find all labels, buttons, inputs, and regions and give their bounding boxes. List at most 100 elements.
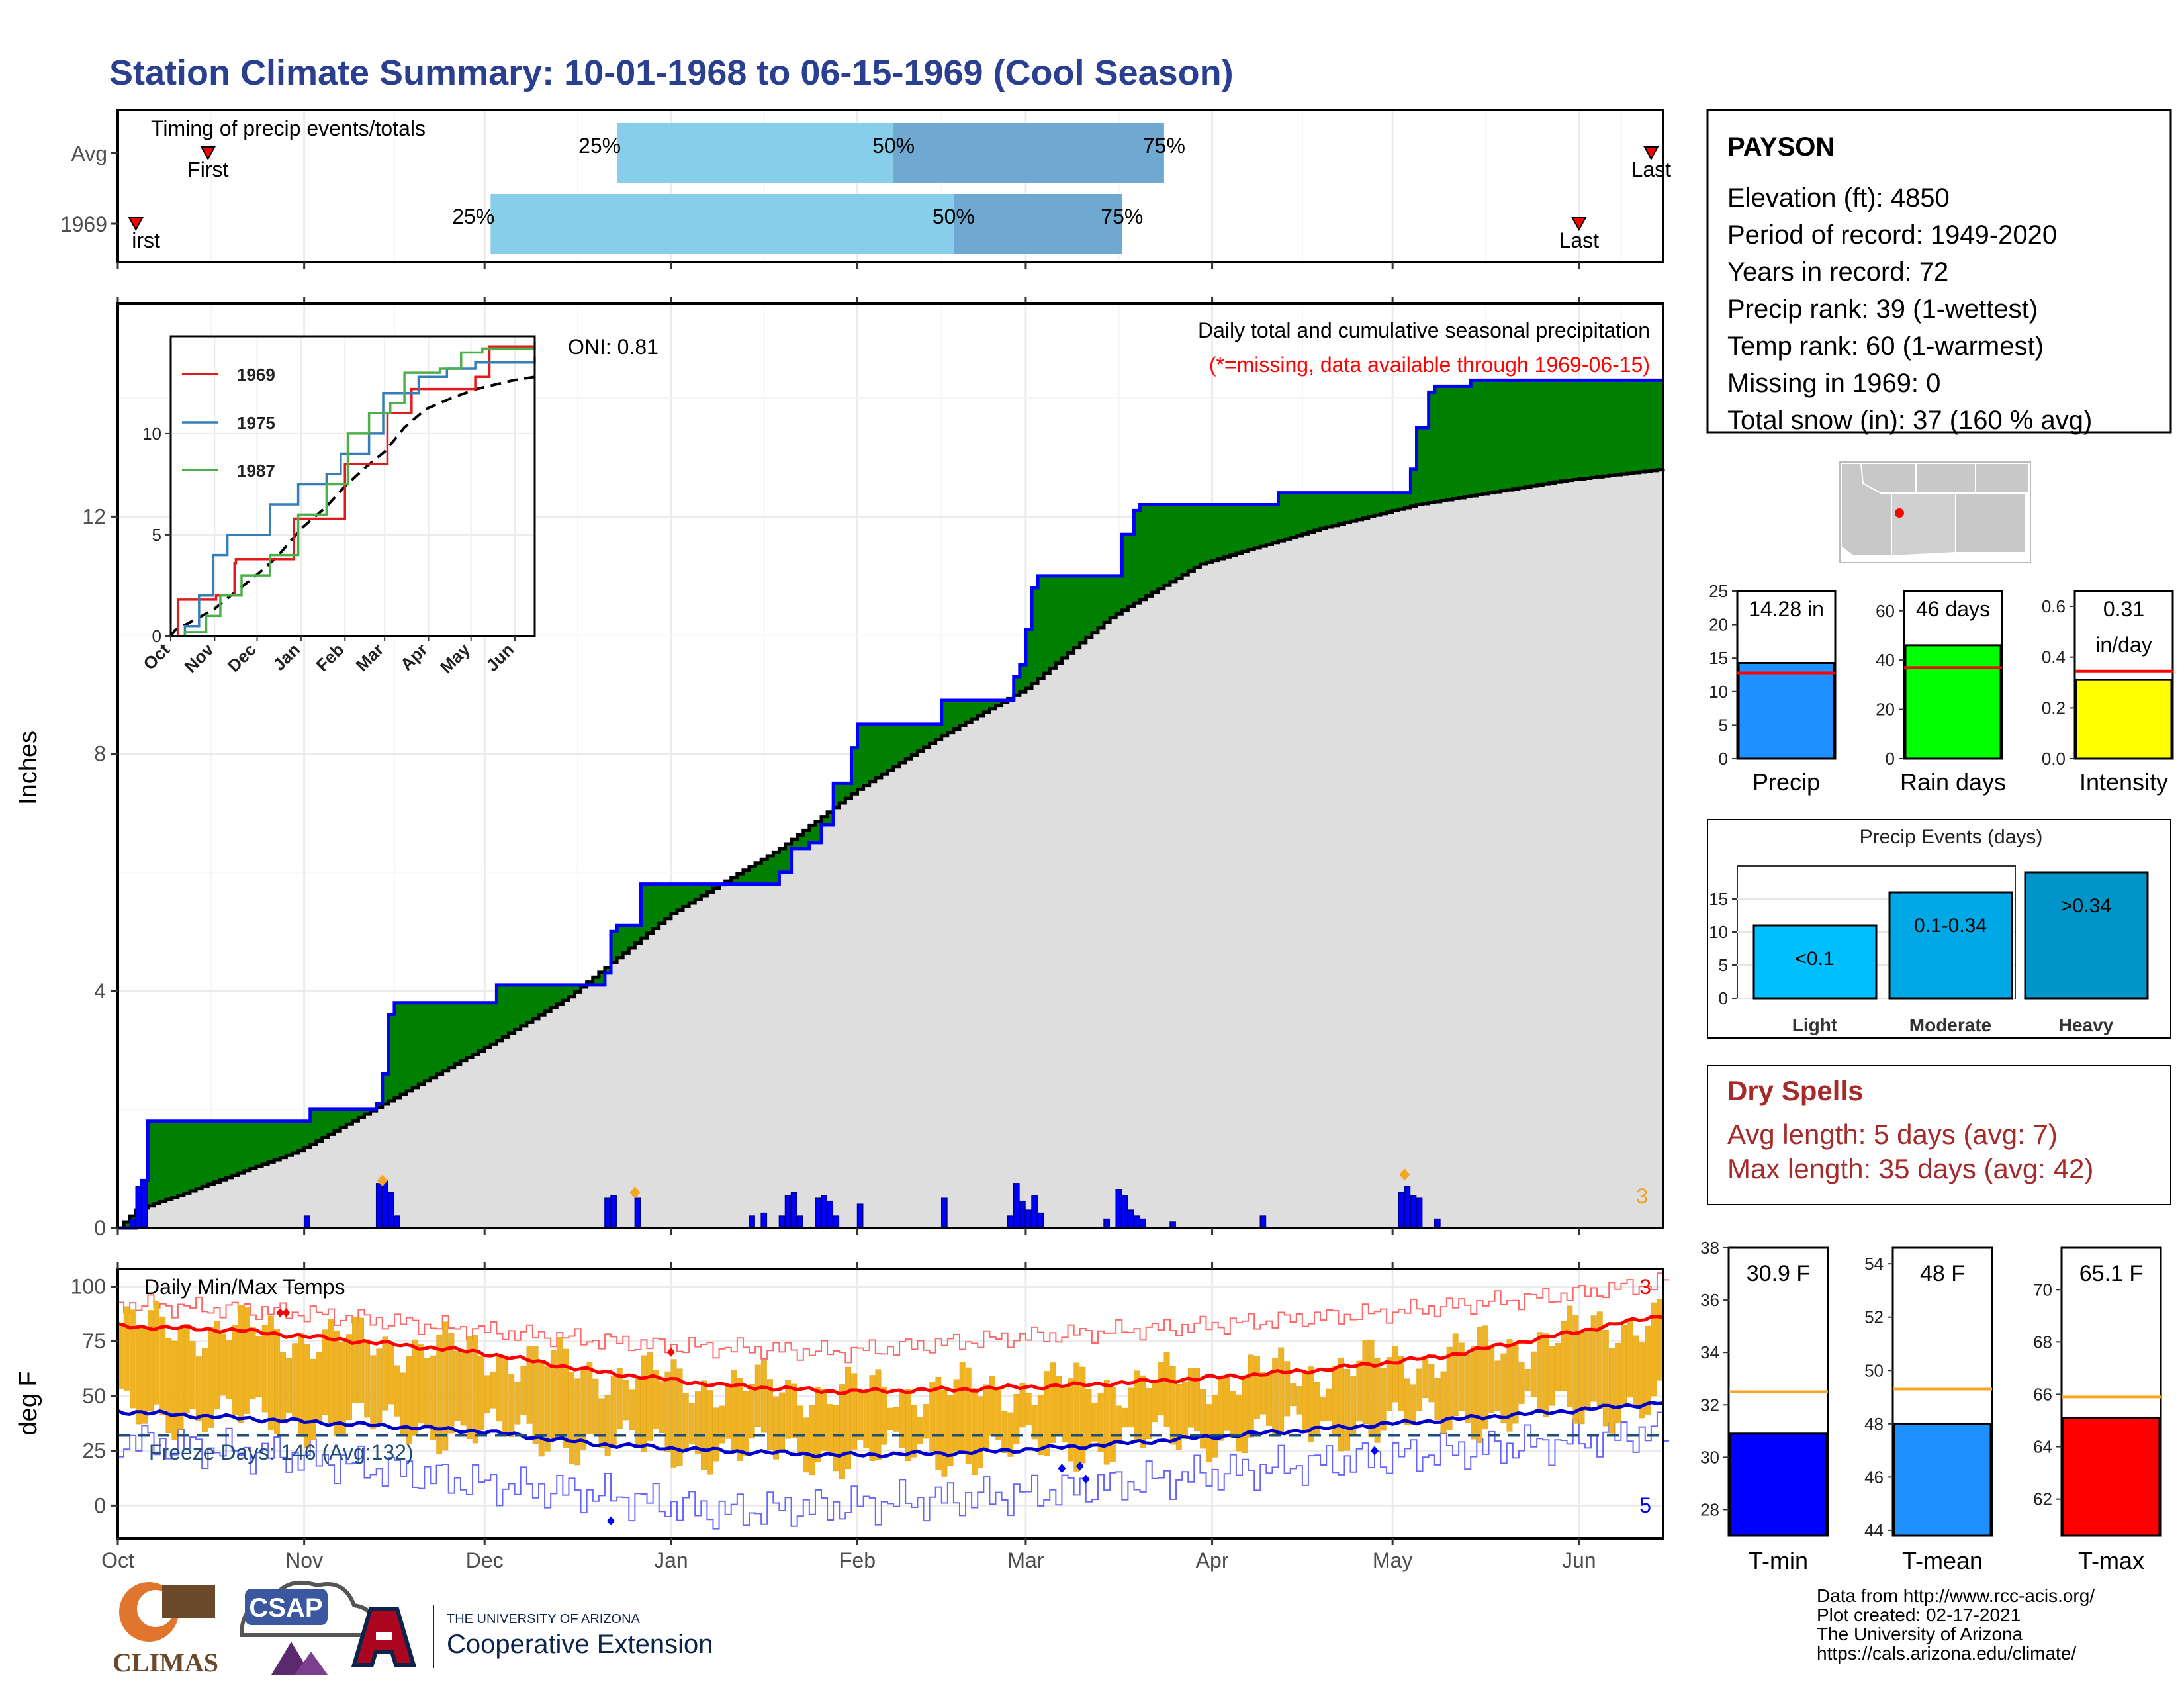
daily-temp-bar	[430, 1355, 437, 1440]
summary-ytick-label: 10	[1709, 682, 1728, 702]
timing-avg-p25-label: 25%	[578, 134, 621, 158]
daily-temp-bar	[418, 1344, 424, 1424]
daily-temp-bar	[484, 1375, 490, 1413]
daily-temp-bar	[1068, 1378, 1074, 1462]
daily-temp-bar	[382, 1336, 388, 1411]
daily-temp-bar	[1392, 1346, 1398, 1403]
record-low-marker	[607, 1516, 615, 1526]
daily-temp-bar	[1019, 1383, 1026, 1428]
daily-temp-bar	[1500, 1353, 1507, 1423]
daily-temp-bar	[255, 1336, 262, 1397]
daily-temp-bar	[1248, 1354, 1254, 1438]
insert-ytick-label: 0	[152, 626, 161, 646]
daily-temp-bar	[267, 1315, 274, 1431]
daily-temp-bar	[743, 1391, 749, 1456]
summary-ytick-label: 0	[1886, 749, 1895, 769]
summary-ytick-label: 15	[1709, 648, 1728, 668]
daily-temp-bar	[316, 1352, 322, 1423]
temp-summary-ytick-label: 64	[2033, 1437, 2052, 1457]
summary-ytick-label: 60	[1876, 601, 1895, 621]
daily-temp-bar	[1356, 1360, 1363, 1422]
daily-temp-bar	[1187, 1367, 1194, 1428]
avg-max-line	[117, 1315, 1664, 1395]
daily-temp-bar	[1524, 1368, 1531, 1391]
daily-temp-bar	[538, 1361, 545, 1457]
events-ytick-label: 10	[1709, 922, 1728, 942]
temp-summary-category-label: T-max	[2078, 1547, 2144, 1574]
footer-data-source: Data from http://www.rcc-acis.org/	[1817, 1585, 2095, 1606]
daily-temp-bar	[1440, 1371, 1447, 1434]
station-snow: Total snow (in): 37 (160 % avg)	[1727, 406, 2092, 435]
daily-temp-bar	[1194, 1368, 1200, 1432]
daily-temp-bar	[1181, 1382, 1188, 1439]
daily-temp-bar	[1146, 1388, 1152, 1440]
timing-1969-last-marker	[1571, 217, 1587, 232]
daily-temp-bar	[244, 1307, 250, 1414]
daily-temp-bar	[563, 1348, 569, 1448]
insert-legend-1987: 1987	[237, 461, 275, 481]
daily-temp-bar	[1633, 1335, 1639, 1407]
temp-summary-category-label: T-min	[1749, 1547, 1808, 1574]
daily-temp-bar	[520, 1366, 527, 1415]
daily-temp-bar	[1543, 1333, 1549, 1417]
summary-ytick-label: 20	[1876, 700, 1895, 720]
daily-temp-bar	[731, 1370, 737, 1450]
daily-temp-bar	[1266, 1374, 1272, 1426]
daily-temp-bar	[1128, 1387, 1134, 1428]
daily-temp-bar	[165, 1338, 172, 1433]
daily-temp-bar	[899, 1391, 905, 1448]
temp-summary-ytick-label: 50	[1864, 1360, 1884, 1380]
daily-temp-bar	[989, 1376, 996, 1436]
summary-bar	[2075, 679, 2173, 760]
timing-1969-first-label: irst	[132, 228, 160, 252]
daily-temp-bar	[1091, 1402, 1098, 1442]
daily-temp-bar	[586, 1362, 593, 1434]
daily-temp-bar	[298, 1333, 304, 1437]
temp-summary-ytick-label: 52	[1864, 1307, 1884, 1327]
precip-count-label: 3	[1636, 1184, 1648, 1208]
temp-summary-value-label: 30.9 F	[1747, 1261, 1810, 1286]
daily-temp-bar	[514, 1382, 521, 1425]
station-temp-rank: Temp rank: 60 (1-warmest)	[1727, 332, 2044, 361]
daily-precip-bar	[1410, 1194, 1417, 1229]
temp-summary-ytick-label: 62	[2033, 1489, 2052, 1509]
daily-temp-bar	[406, 1356, 412, 1445]
daily-temp-bar	[785, 1379, 792, 1439]
daily-temp-bar	[773, 1396, 779, 1460]
daily-temp-bar	[1326, 1388, 1332, 1421]
daily-temp-bar	[424, 1358, 430, 1425]
daily-temp-bar	[1464, 1354, 1471, 1423]
record-high-marker	[666, 1347, 675, 1357]
insert-series-1987	[171, 342, 536, 637]
temp-summary-ytick-label: 30	[1700, 1447, 1719, 1467]
daily-temp-bar	[791, 1383, 797, 1438]
precip-panel: Daily total and cumulative seasonal prec…	[15, 302, 1665, 1240]
daily-precip-bar	[760, 1212, 768, 1229]
daily-temp-bar	[1013, 1394, 1020, 1444]
daily-temp-bar	[971, 1388, 978, 1476]
daily-temp-bar	[280, 1352, 286, 1424]
insert-legend-1969: 1969	[237, 365, 275, 385]
station-precip-rank: Precip rank: 39 (1-wettest)	[1727, 295, 2038, 324]
summary-ytick-label: 0	[1719, 749, 1728, 769]
daily-temp-bar	[261, 1325, 268, 1413]
daily-temp-bar	[1602, 1329, 1609, 1427]
daily-precip-bar	[1259, 1215, 1267, 1229]
daily-temp-bar	[1163, 1352, 1170, 1427]
summary-ytick-label: 40	[1876, 650, 1895, 670]
precip-event-value-label: >0.34	[2061, 895, 2111, 917]
daily-temp-bar	[1590, 1315, 1597, 1402]
avg-min-line	[116, 1401, 1664, 1459]
daily-temp-bar	[1056, 1376, 1062, 1434]
daily-temp-bar	[1458, 1342, 1465, 1411]
footer-university: The University of Arizona	[1817, 1624, 2023, 1644]
temp-summary-bar	[1893, 1423, 1992, 1537]
daily-temp-bar	[1482, 1325, 1489, 1430]
daily-precip-bar	[382, 1180, 388, 1229]
station-name: PAYSON	[1727, 132, 1835, 162]
insert-ytick-label: 5	[152, 525, 161, 545]
daily-precip-bar	[1398, 1192, 1405, 1229]
daily-temp-bar	[845, 1366, 851, 1469]
daily-temp-bar	[1386, 1357, 1392, 1411]
